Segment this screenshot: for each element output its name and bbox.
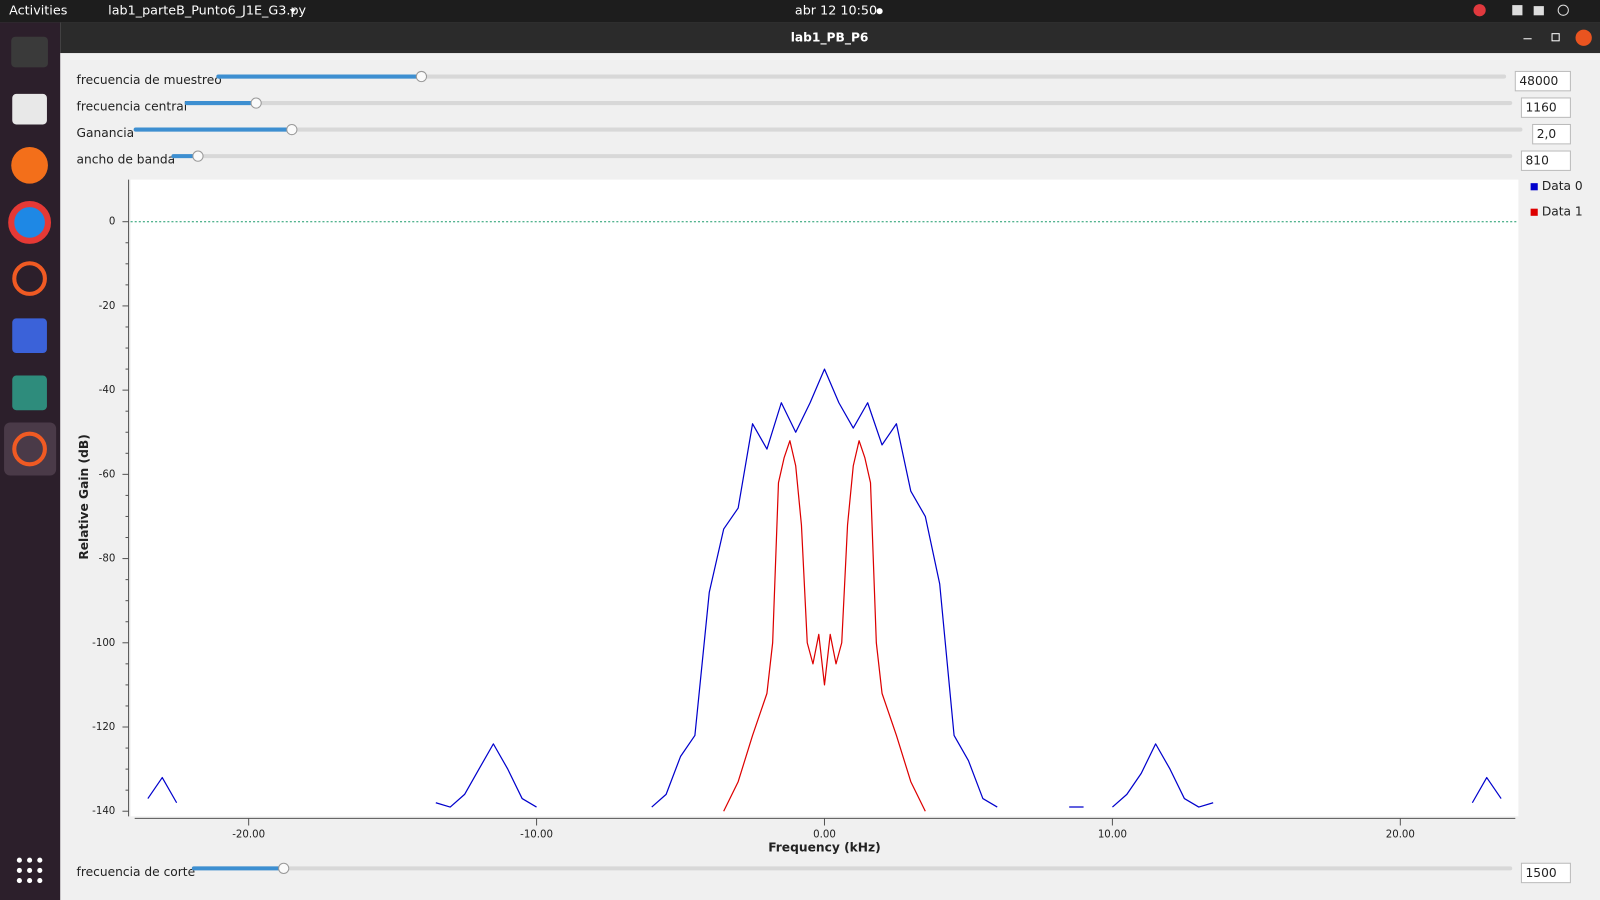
control-label: frecuencia de corte <box>77 865 196 879</box>
terminal-icon[interactable] <box>11 36 48 68</box>
x-tick-label: 0.00 <box>813 830 836 841</box>
legend-swatch <box>1530 183 1538 191</box>
slider-track[interactable] <box>216 74 1507 79</box>
control-label: Ganancia <box>77 126 135 140</box>
slider-track[interactable] <box>191 866 1513 871</box>
control-value: 48000 <box>1519 74 1558 88</box>
slider-knob[interactable] <box>286 123 298 136</box>
app-menu-arrow <box>289 9 296 14</box>
slider-track[interactable] <box>171 154 1513 159</box>
slider-fill <box>184 101 257 106</box>
gnuradio-icon[interactable] <box>12 261 47 296</box>
dock <box>0 22 61 900</box>
plot: -140 -120 -100 -80 -60 -40 -20 0 -20.00 -10.00 0.0… <box>92 179 1583 840</box>
slider-fill <box>171 154 198 159</box>
slider-knob[interactable] <box>415 70 428 83</box>
clock[interactable]: abr 12 10:50 <box>795 4 877 19</box>
slider-fill <box>191 866 284 871</box>
legend-label: Data 0 <box>1542 179 1583 193</box>
app-icon[interactable] <box>12 375 47 411</box>
plot-area <box>130 179 1519 817</box>
series-line <box>723 440 926 812</box>
app-menu[interactable]: lab1_parteB_Punto6_J1E_G3.py <box>108 4 306 19</box>
spin-box[interactable] <box>1520 97 1571 118</box>
firefox-icon[interactable] <box>11 146 48 184</box>
activities[interactable]: Activities <box>9 4 68 19</box>
slider-knob[interactable] <box>192 150 204 162</box>
y-tick-label: -60 <box>99 469 116 480</box>
slider-fill <box>216 74 422 79</box>
notification-dot <box>876 8 883 15</box>
slider-track[interactable] <box>184 101 1513 106</box>
spin-box[interactable] <box>1514 70 1571 92</box>
y-tick-label: 0 <box>109 217 115 228</box>
y-axis-label: Relative Gain (dB) <box>77 434 91 559</box>
control-value: 2,0 <box>1537 127 1556 141</box>
legend-label: Data 1 <box>1542 205 1583 219</box>
x-tick-label: -10.00 <box>520 830 553 841</box>
spin-box[interactable] <box>1520 862 1571 884</box>
y-tick-label: -20 <box>99 301 116 312</box>
slider-track[interactable] <box>133 127 1523 132</box>
series-line <box>147 368 1502 808</box>
legend-swatch <box>1530 208 1538 216</box>
apps-grid[interactable] <box>16 857 43 884</box>
control-value: 1500 <box>1526 866 1557 880</box>
control-label: frecuencia central <box>77 100 188 114</box>
y-tick-label: -80 <box>99 554 116 565</box>
maximize-button[interactable] <box>1551 33 1560 42</box>
x-tick-label: -20.00 <box>232 830 265 841</box>
y-tick-label: -100 <box>92 638 115 649</box>
gnuradio-active-icon[interactable] <box>12 431 47 467</box>
control-value: 1160 <box>1526 101 1557 115</box>
slider-knob[interactable] <box>278 862 290 874</box>
status-icon[interactable] <box>1473 4 1486 17</box>
x-tick-label: 10.00 <box>1098 830 1127 841</box>
spin-box[interactable] <box>1520 150 1571 171</box>
y-tick-label: -120 <box>92 722 115 733</box>
top-bar: Activities lab1_parteB_Punto6_J1E_G3.py … <box>0 0 1600 23</box>
control-label: frecuencia de muestreo <box>77 73 222 87</box>
slider-fill <box>133 127 292 132</box>
control-label: ancho de banda <box>77 153 176 167</box>
spin-box[interactable] <box>1532 123 1571 145</box>
chrome-icon[interactable] <box>8 201 52 244</box>
control-value: 810 <box>1526 154 1549 168</box>
slider-knob[interactable] <box>250 97 262 109</box>
volume-icon[interactable] <box>1533 6 1544 16</box>
top-bar-bg <box>0 0 1600 23</box>
x-axis-label: Frequency (kHz) <box>768 840 881 854</box>
y-tick-label: -40 <box>99 385 116 396</box>
title-bar <box>60 22 1600 54</box>
active-app-bg <box>4 422 57 476</box>
files-icon[interactable] <box>12 93 47 125</box>
controls: frecuencia de muestreo 48000 frecuencia … <box>77 70 1571 884</box>
screenshot-icon[interactable] <box>12 318 47 354</box>
close-button[interactable] <box>1575 29 1592 46</box>
power-icon[interactable] <box>1557 4 1569 16</box>
network-icon[interactable] <box>1512 5 1523 16</box>
window-title: lab1_PB_P6 <box>791 30 869 45</box>
y-tick-label: -140 <box>92 806 115 817</box>
x-tick-label: 20.00 <box>1386 830 1415 841</box>
